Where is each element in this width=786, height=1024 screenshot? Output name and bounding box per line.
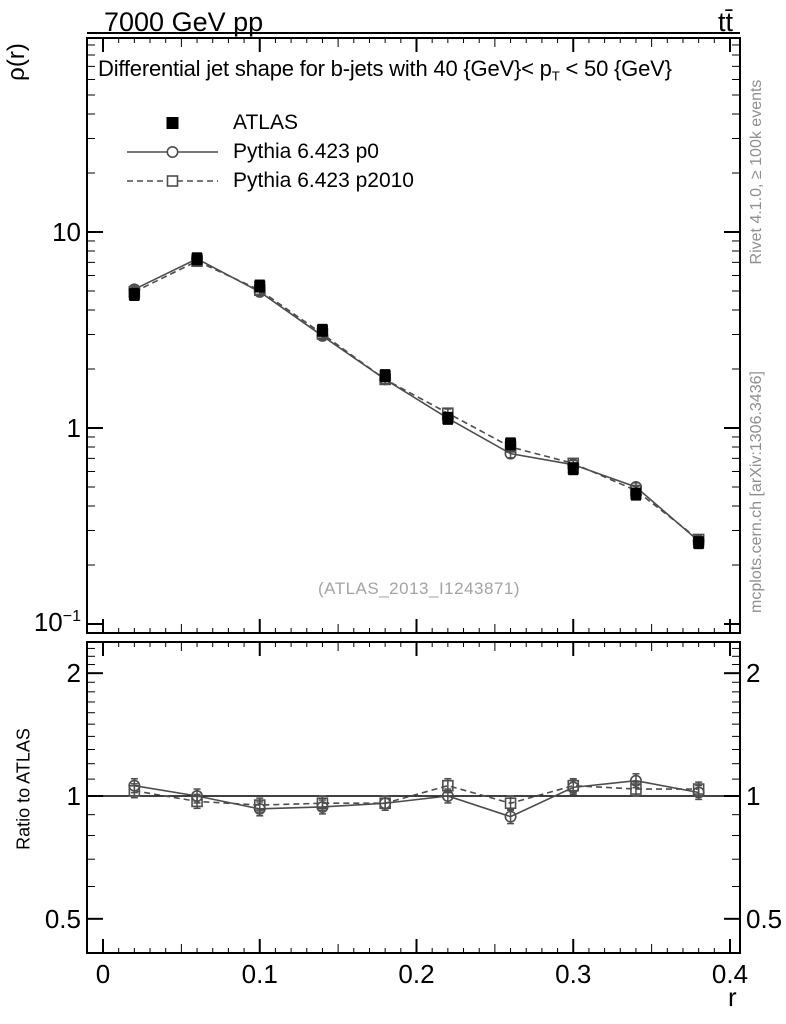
- mc-marker-open-square: [379, 797, 391, 810]
- open-circle-icon: [127, 145, 218, 158]
- ratio-y-tick-label-left: 1: [67, 781, 81, 811]
- legend-label: Pythia 6.423 p2010: [233, 168, 414, 192]
- mc-marker-open-square: [630, 783, 642, 795]
- y-tick-label: 1: [67, 413, 81, 443]
- filled-square-icon: [166, 116, 179, 129]
- rivet-version-label: Rivet 4.1.0, ≥ 100k events: [748, 79, 765, 265]
- mc-marker-open-square: [567, 779, 580, 792]
- legend-item-atlas: ATLAS: [125, 108, 414, 137]
- y-tick-label: 10: [52, 217, 81, 247]
- data-marker-filled-square: [630, 488, 642, 500]
- x-axis-label: r: [728, 982, 737, 1012]
- mc-marker-open-square: [504, 797, 517, 810]
- legend-item-pythia-6-423-p0: Pythia 6.423 p0: [125, 137, 414, 166]
- data-marker-filled-square: [379, 370, 391, 382]
- mcplots-reference-label: mcplots.cern.ch [arXiv:1306.3436]: [748, 371, 765, 613]
- plot-title-text-2: < 50 {GeV}: [559, 56, 672, 81]
- ratio-y-tick-label-right: 2: [746, 658, 760, 688]
- mc-line: [134, 779, 699, 818]
- legend-label: Pythia 6.423 p0: [233, 139, 379, 163]
- data-marker-filled-square: [316, 324, 328, 336]
- analysis-watermark: (ATLAS_2013_I1243871): [317, 579, 521, 598]
- y-axis-label-ratio: Ratio to ATLAS: [13, 728, 34, 850]
- ratio-y-tick-label-left: 0.5: [45, 904, 81, 934]
- data-marker-filled-square: [693, 537, 705, 549]
- mc-marker-open-square: [253, 799, 266, 811]
- plot-title: Differential jet shape for b-jets with 4…: [98, 56, 672, 84]
- plot-title-text: Differential jet shape for b-jets with 4…: [98, 56, 552, 81]
- mc-marker-open-square: [128, 784, 141, 797]
- legend-label: ATLAS: [233, 110, 298, 134]
- data-marker-filled-square: [505, 438, 517, 450]
- data-marker-filled-square: [567, 463, 579, 475]
- mc-marker-open-square: [442, 779, 454, 792]
- plot-title-subscript: T: [551, 68, 560, 84]
- main-panel-frame: [86, 37, 741, 634]
- mc-marker-open-square: [316, 797, 329, 810]
- data-marker-filled-square: [128, 288, 140, 300]
- y-axis-label-main: ρ(r): [3, 43, 30, 81]
- ratio-y-tick-label-right: 1: [746, 781, 760, 811]
- data-marker-filled-square: [254, 280, 266, 292]
- x-tick-label: 0: [96, 959, 110, 989]
- mc-marker-open-square: [692, 783, 705, 795]
- y-tick-label: 10−1: [34, 607, 81, 637]
- legend-item-pythia-6-423-p2010: Pythia 6.423 p2010: [125, 166, 414, 195]
- ratio-panel-frame: [86, 641, 741, 954]
- legend: ATLAS Pythia 6.423 p0 Pythia 6.423 p2010: [125, 108, 414, 195]
- data-marker-filled-square: [191, 253, 203, 265]
- mc-line: [133, 257, 700, 542]
- mc-line: [134, 784, 699, 806]
- ratio-y-tick-label-left: 2: [67, 658, 81, 688]
- x-tick-label: 0.1: [242, 959, 278, 989]
- mc-marker-open-square: [191, 795, 203, 808]
- ratio-y-tick-label-right: 0.5: [746, 904, 782, 934]
- open-square-icon: [127, 174, 218, 187]
- x-tick-label: 0.2: [398, 959, 434, 989]
- mc-line: [133, 260, 700, 541]
- mc-marker-open-circle: [504, 810, 517, 823]
- x-tick-label: 0.4: [712, 959, 748, 989]
- beam-energy-label: 7000 GeV pp: [104, 7, 264, 37]
- x-tick-label: 0.3: [555, 959, 591, 989]
- data-marker-filled-square: [442, 412, 454, 424]
- process-label: tt̄: [717, 7, 733, 37]
